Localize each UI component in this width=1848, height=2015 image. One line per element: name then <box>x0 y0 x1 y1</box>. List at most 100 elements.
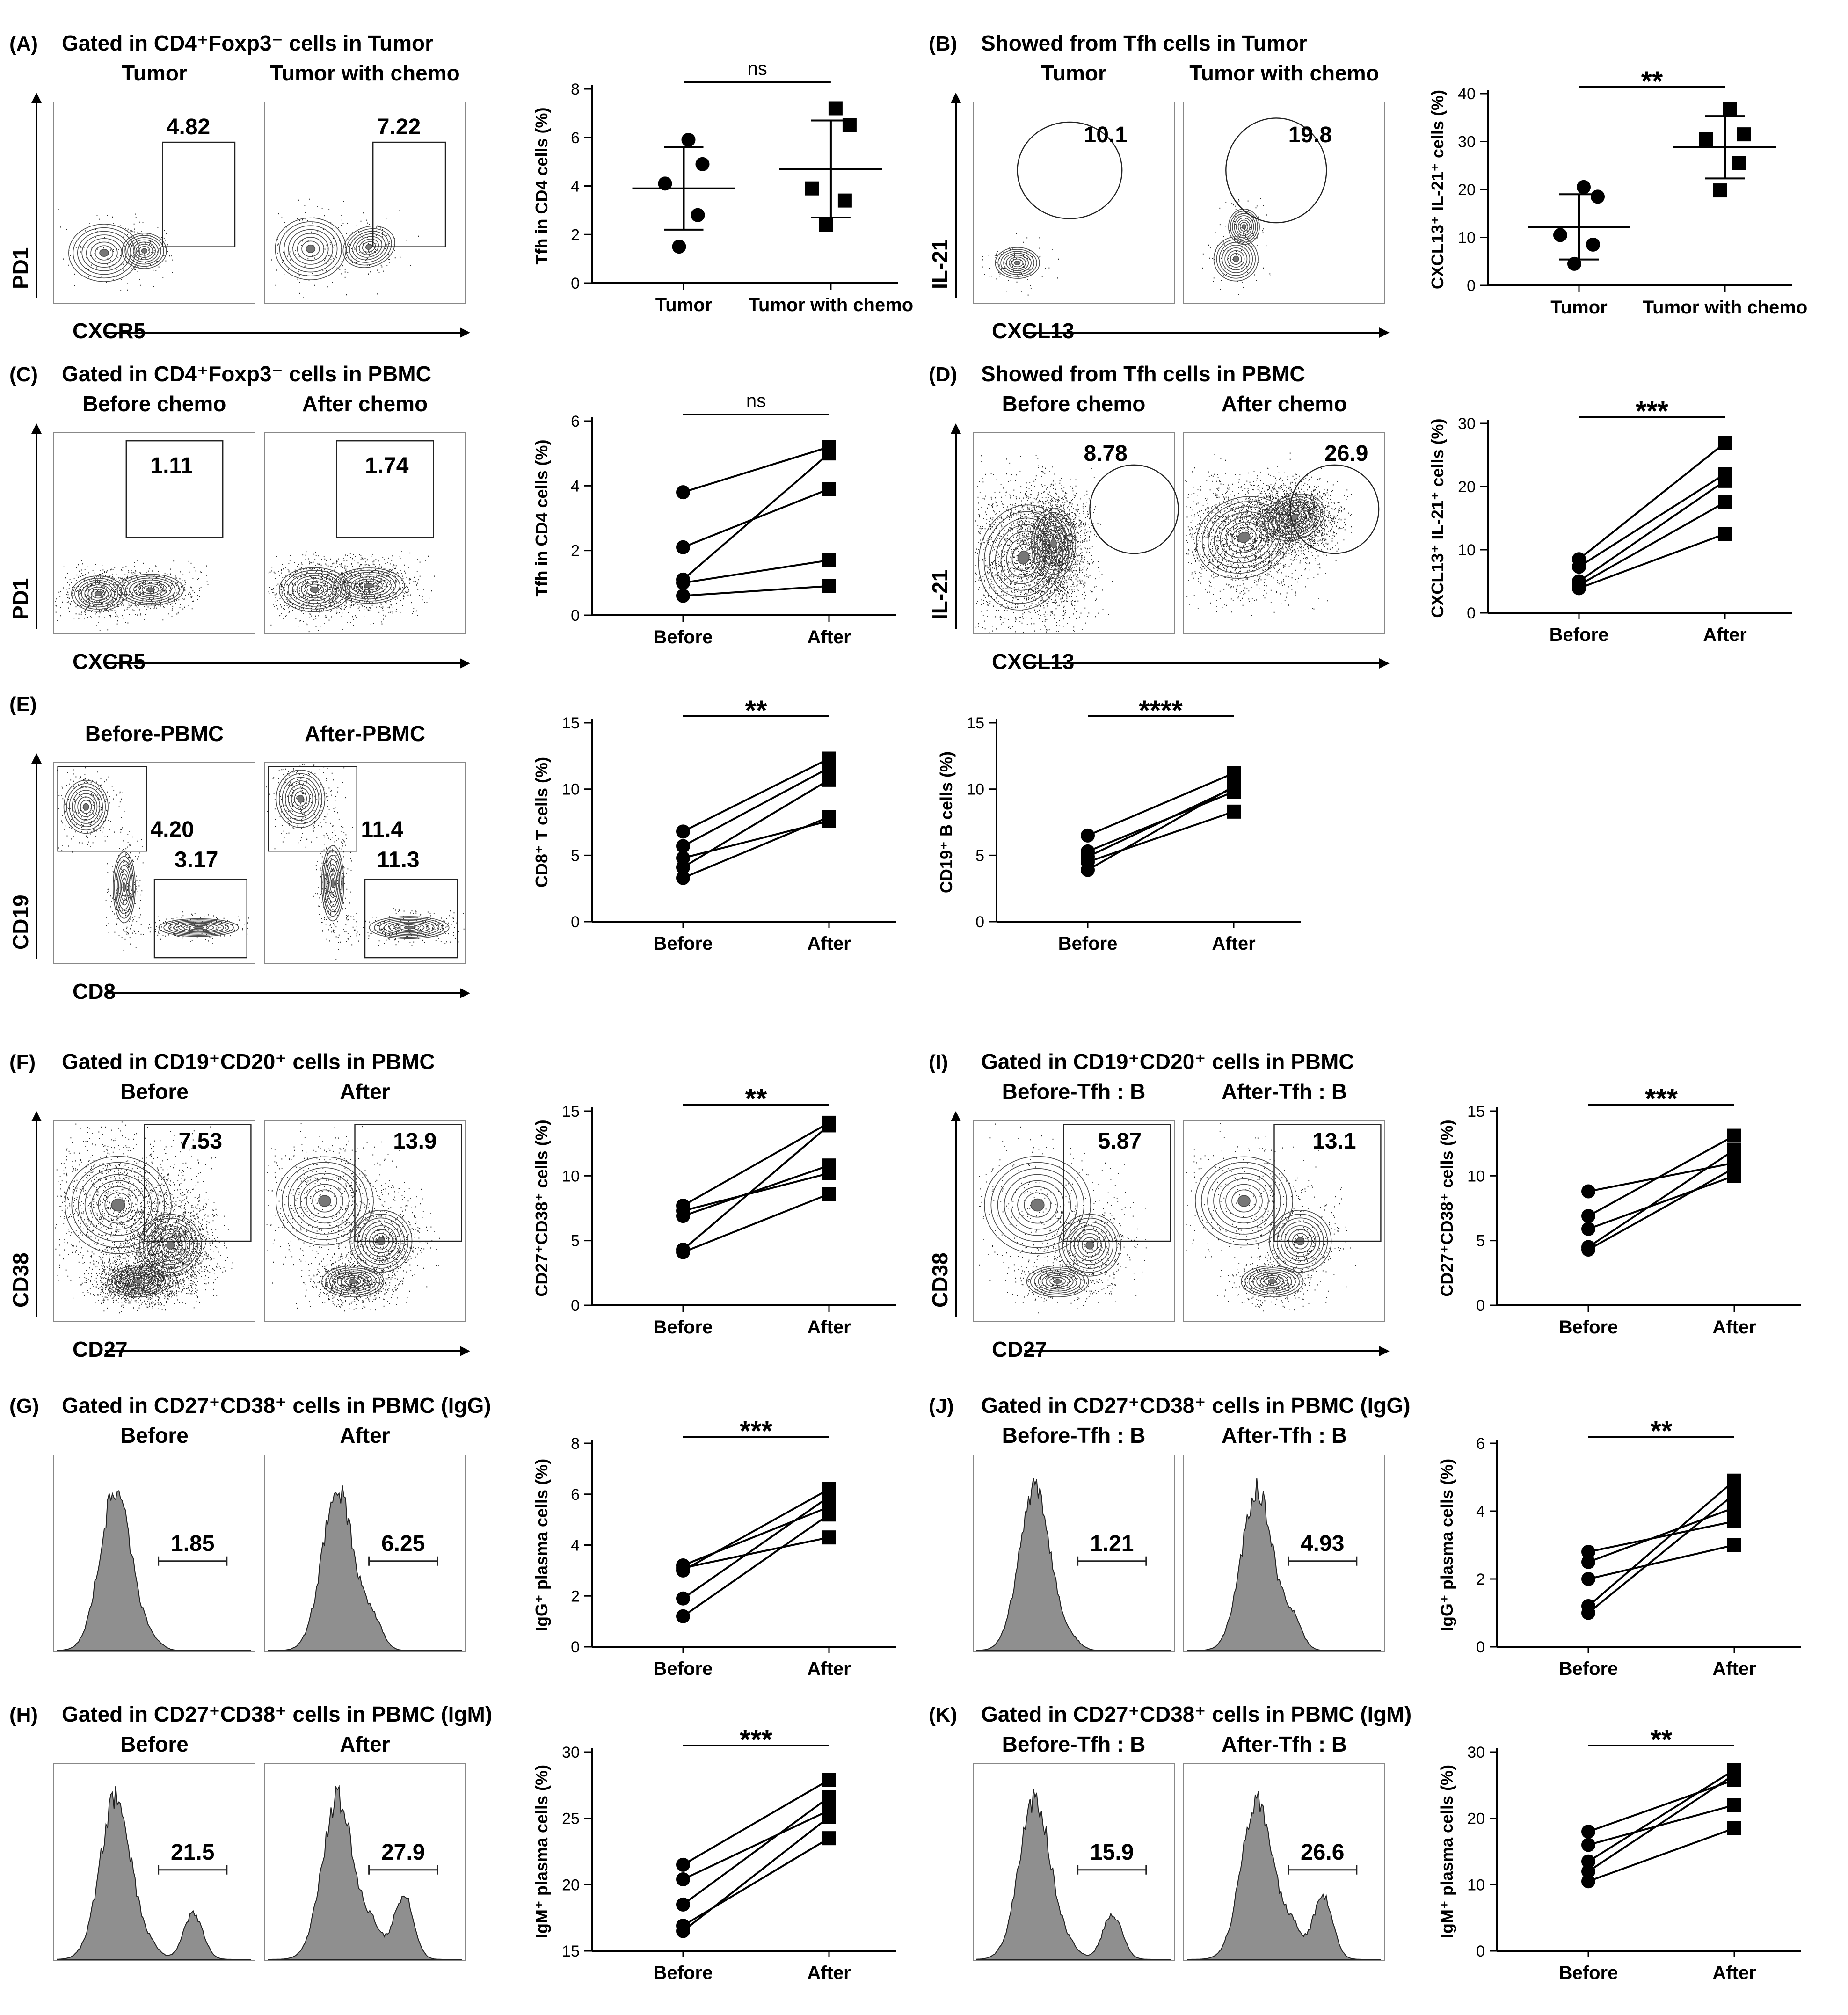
data-point-after <box>822 1773 836 1787</box>
data-point-after <box>822 1831 836 1846</box>
left-plot-title: Before-Tfh : B <box>1002 1079 1146 1104</box>
data-point-after <box>822 1118 836 1133</box>
panel-title: Gated in CD19⁺CD20⁺ cells in PBMC <box>62 1049 435 1074</box>
y-tick-label: 2 <box>571 542 580 560</box>
contour-ring <box>296 578 333 601</box>
contour-ring <box>1017 1186 1058 1224</box>
data-point-before <box>676 485 690 500</box>
contour-ring <box>111 1198 125 1212</box>
panel-E-axes: CD19 CD8 <box>8 753 470 1004</box>
contour-ring <box>1252 1271 1292 1292</box>
contour-ring <box>1034 1269 1082 1294</box>
significance-label: ns <box>746 391 766 411</box>
y-tick-label: 6 <box>571 413 580 430</box>
left-contour-plot: 10.1 <box>973 102 1175 304</box>
contour-ring <box>1196 496 1292 579</box>
x-category-label: Before <box>654 933 713 954</box>
pair-line <box>683 1172 829 1212</box>
x-category-label: Tumor <box>1550 297 1607 318</box>
x-category-label: After <box>1712 1963 1756 1983</box>
gate-percentage: 1.21 <box>1090 1531 1134 1556</box>
pair-line <box>1578 442 1726 560</box>
chart-E1: 0 5 10 15 Before After CD8⁺ T cells (%) ** <box>532 695 896 954</box>
pair-line <box>1588 1779 1735 1833</box>
significance-label: ** <box>1651 1415 1673 1447</box>
contour-ring <box>301 581 328 598</box>
pair-line <box>1587 1480 1735 1607</box>
left-plot-title: Before <box>120 1423 189 1448</box>
data-point <box>1567 256 1581 271</box>
right-plot-title: Tumor with chemo <box>1189 61 1379 85</box>
contour-ring <box>1048 534 1060 553</box>
gate-percentage: 7.22 <box>377 115 421 139</box>
y-tick-label: 10 <box>1458 229 1476 247</box>
contour-ring <box>1260 1275 1284 1288</box>
contour-ring <box>124 235 164 267</box>
data-point-after <box>822 761 836 775</box>
pair-line <box>683 1193 829 1253</box>
contour-ring <box>83 803 89 811</box>
data-point-before <box>1581 1184 1595 1199</box>
contour-ring <box>1264 493 1325 541</box>
gate <box>336 440 434 538</box>
significance-label: *** <box>740 1724 773 1755</box>
contour-ring <box>1220 516 1268 559</box>
y-tick-label: 0 <box>571 607 580 625</box>
data-point-after <box>1227 766 1241 780</box>
contour-ring <box>1201 1162 1287 1240</box>
contour-ring <box>399 924 420 931</box>
y-tick-label: 10 <box>1467 1167 1485 1185</box>
contour-ring <box>997 249 1037 277</box>
left-contour-plot: 4.82 <box>53 102 255 304</box>
pair-line <box>683 585 829 597</box>
panel-letter: (D) <box>929 363 957 386</box>
contour-ring <box>1042 525 1065 562</box>
y-tick-label: 15 <box>1467 1103 1485 1120</box>
data-point <box>1713 183 1727 198</box>
gate <box>372 141 446 247</box>
y-tick-label: 5 <box>571 847 580 865</box>
contour-ring <box>291 787 310 810</box>
gate <box>1089 464 1179 554</box>
pair-line <box>1588 1520 1735 1553</box>
pair-line <box>1087 772 1234 837</box>
right-plot-title: After chemo <box>302 392 428 416</box>
gate <box>354 1124 462 1242</box>
x-marker-label: CXCR5 <box>73 649 146 674</box>
contour-ring <box>1033 512 1074 575</box>
contour-ring <box>331 878 335 888</box>
contour-ring <box>1237 1195 1251 1207</box>
x-category-label: Before <box>1559 1317 1618 1338</box>
data-point-before <box>676 589 690 603</box>
contour-ring <box>997 1168 1078 1242</box>
data-point-before <box>676 860 690 874</box>
y-tick-label: 5 <box>975 847 984 865</box>
data-point <box>1723 102 1737 116</box>
contour-ring <box>168 920 229 935</box>
pair-line <box>683 446 829 494</box>
histogram-gate <box>1077 1865 1147 1875</box>
panel-D-axes: IL-21 CXCL13 <box>928 423 1390 674</box>
data-point-before <box>1581 1606 1595 1620</box>
gate <box>364 879 458 959</box>
contour-ring <box>355 578 383 593</box>
gate <box>153 879 248 959</box>
y-tick-label: 8 <box>571 1435 580 1453</box>
contour-ring <box>284 225 338 273</box>
contour-ring <box>1011 258 1024 268</box>
contour-ring <box>346 228 392 266</box>
contour-ring <box>352 233 386 261</box>
left-plot-title: Before-PBMC <box>85 721 224 746</box>
chart-I: 0 5 10 15 Before After CD27⁺CD38⁺ cells (%) *** <box>1437 1083 1801 1338</box>
contour-ring <box>193 926 204 929</box>
contour-ring <box>95 245 114 261</box>
data-point-after <box>822 446 836 461</box>
contour-ring <box>77 796 95 817</box>
panel-letter: (K) <box>929 1703 957 1726</box>
pair-line <box>683 1506 829 1566</box>
data-point-after <box>1727 1473 1741 1488</box>
histogram-fill <box>57 1786 251 1960</box>
contour-ring <box>374 917 444 938</box>
significance-label: *** <box>740 1415 773 1447</box>
contour-ring <box>349 1279 357 1284</box>
